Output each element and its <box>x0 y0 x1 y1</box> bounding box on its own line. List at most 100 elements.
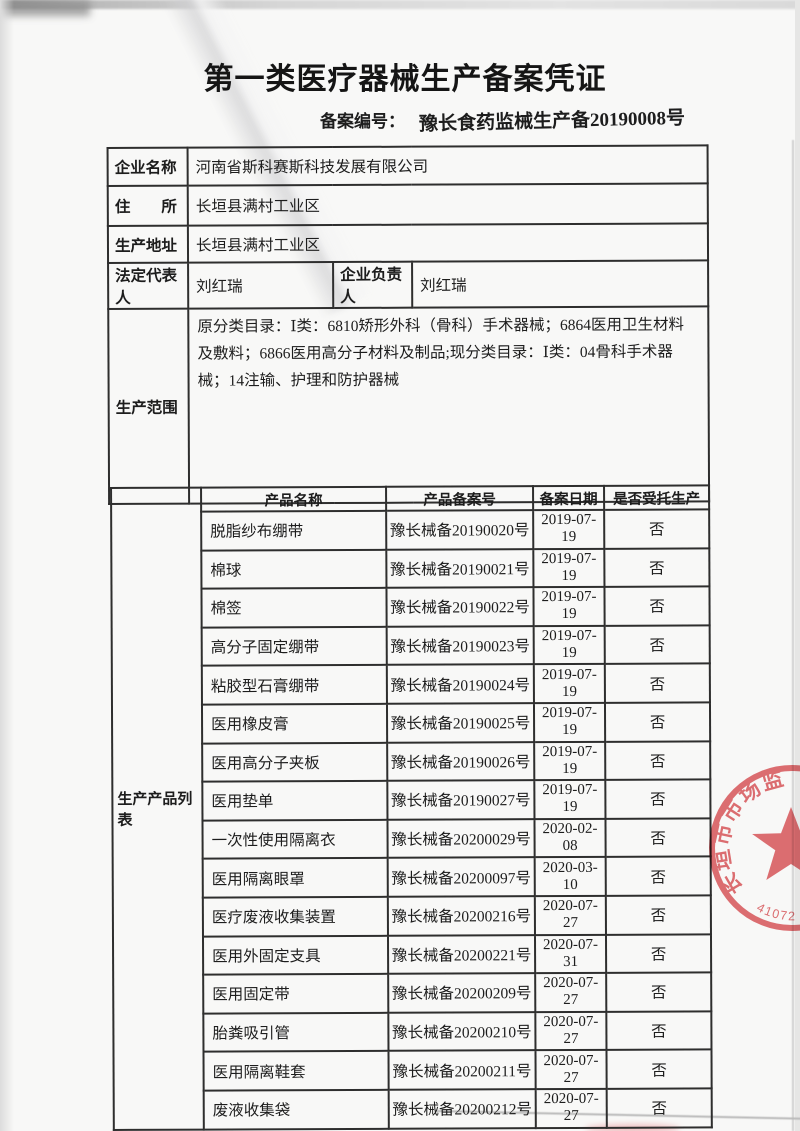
filing-date-cell: 2019-07-19 <box>533 702 606 742</box>
filing-date-cell: 2019-07-19 <box>534 741 606 781</box>
product-row: 医用隔离眼罩 豫长械备20200097号 2020-03-10 否 <box>113 856 711 898</box>
product-filing-no-cell: 豫长械备20190024号 <box>386 664 534 704</box>
product-filing-no-cell: 豫长械备20190026号 <box>387 741 535 781</box>
product-row: 棉球 豫长械备20190021号 2019-07-19 否 <box>111 547 710 589</box>
production-scope-value: 原分类目录：Ⅰ类：6810矫形外科（骨科）手术器械；6864医用卫生材料及敷料；… <box>188 306 710 504</box>
product-filing-no-cell: 豫长械备20190022号 <box>386 587 534 627</box>
scan-edge-top-corner <box>0 0 90 16</box>
product-row: 棉签 豫长械备20190022号 2019-07-19 否 <box>111 586 710 628</box>
header-filing-date: 备案日期 <box>533 485 605 511</box>
info-row-residence: 住 所 长垣县满村工业区 <box>107 183 708 227</box>
filing-date-cell: 2020-07-31 <box>534 934 607 974</box>
production-address-label: 生产地址 <box>107 225 189 264</box>
product-row: 脱脂纱布绷带 豫长械备20190020号 2019-07-19 否 <box>111 509 710 551</box>
filing-number-line: 备案编号： 豫长食药监械生产备20190008号 <box>320 106 685 135</box>
product-filing-no-cell: 豫长械备20190020号 <box>386 510 534 550</box>
header-entrusted: 是否受托生产 <box>604 485 710 510</box>
production-address-value: 长垣县满村工业区 <box>187 223 709 263</box>
product-filing-no-cell: 豫长械备20190023号 <box>386 625 534 666</box>
product-name-cell: 棉签 <box>201 587 387 628</box>
product-filing-no-cell: 豫长械备20190027号 <box>387 780 535 820</box>
header-filing-number: 产品备案号 <box>386 486 534 511</box>
enterprise-manager-label: 企业负责人 <box>333 261 413 309</box>
filing-date-cell: 2020-07-27 <box>535 1050 607 1090</box>
product-filing-no-cell: 豫长械备20190021号 <box>386 548 534 588</box>
product-name-cell: 高分子固定绷带 <box>201 626 387 666</box>
product-name-cell: 棉球 <box>201 549 387 589</box>
product-filing-no-cell: 豫长械备20200029号 <box>387 818 535 859</box>
stamp-smudge-bottom <box>585 1124 680 1131</box>
product-name-cell: 医疗废液收集装置 <box>202 896 388 937</box>
product-filing-no-cell: 豫长械备20200216号 <box>387 896 535 936</box>
product-row: 医用外固定支具 豫长械备20200221号 2020-07-31 否 <box>113 933 712 975</box>
filing-number-label: 备案编号： <box>320 112 405 131</box>
product-filing-no-cell: 豫长械备20190025号 <box>386 703 535 743</box>
product-row: 医用高分子夹板 豫长械备20190026号 2019-07-19 否 <box>112 740 711 782</box>
entrusted-cell: 否 <box>604 663 710 703</box>
product-name-cell: 胎粪吸引管 <box>203 1012 389 1052</box>
product-name-cell: 废液收集袋 <box>203 1089 389 1130</box>
product-name-cell: 医用隔离眼罩 <box>202 858 388 898</box>
product-row: 胎粪吸引管 豫长械备20200210号 2020-07-27 否 <box>113 1011 712 1052</box>
info-row-production-scope: 生产范围 原分类目录：Ⅰ类：6810矫形外科（骨科）手术器械；6864医用卫生材… <box>108 306 710 505</box>
product-name-cell: 医用高分子夹板 <box>202 742 388 782</box>
info-row-representatives: 法定代表人 刘红瑞 企业负责人 刘红瑞 <box>108 260 709 310</box>
product-table-header-row: 生产产品列表 产品名称 产品备案号 备案日期 是否受托生产 <box>111 485 710 1130</box>
product-filing-no-cell: 豫长械备20200211号 <box>388 1050 536 1090</box>
header-product-name: 产品名称 <box>201 486 387 512</box>
company-name-value: 河南省斯科赛斯科技发展有限公司 <box>187 145 708 186</box>
entrusted-cell: 否 <box>605 740 711 780</box>
product-filing-no-cell: 豫长械备20200221号 <box>387 934 536 974</box>
entrusted-cell: 否 <box>604 547 710 588</box>
product-row: 一次性使用隔离衣 豫长械备20200029号 2020-02-08 否 <box>112 818 711 859</box>
entrusted-cell: 否 <box>606 972 712 1012</box>
product-row: 高分子固定绷带 豫长械备20190023号 2019-07-19 否 <box>112 625 710 666</box>
scan-edge-top <box>0 0 800 9</box>
filing-date-cell: 2019-07-19 <box>533 664 605 704</box>
entrusted-cell: 否 <box>605 933 712 973</box>
product-filing-no-cell: 豫长械备20200097号 <box>387 857 535 897</box>
filing-date-cell: 2019-07-19 <box>533 625 605 665</box>
entrusted-cell: 否 <box>606 1011 712 1051</box>
product-filing-no-cell: 豫长械备20200209号 <box>388 973 536 1013</box>
page-title: 第一类医疗器械生产备案凭证 <box>203 63 607 96</box>
legal-representative-label: 法定代表人 <box>108 262 189 310</box>
filing-date-cell: 2019-07-19 <box>534 779 606 819</box>
entrusted-cell: 否 <box>606 1088 712 1128</box>
entrusted-cell: 否 <box>604 509 710 549</box>
entrusted-cell: 否 <box>604 702 711 742</box>
filing-date-cell: 2020-03-10 <box>534 857 606 897</box>
filing-date-cell: 2020-07-27 <box>535 972 607 1012</box>
enterprise-info-table: 企业名称 河南省斯科赛斯科技发展有限公司 住 所 长垣县满村工业区 生产地址 长… <box>107 144 711 505</box>
enterprise-manager-value: 刘红瑞 <box>412 260 709 308</box>
residence-value: 长垣县满村工业区 <box>187 183 708 226</box>
scan-edge-left <box>0 0 14 1131</box>
product-row: 医用隔离鞋套 豫长械备20200211号 2020-07-27 否 <box>113 1049 712 1091</box>
filing-date-cell: 2019-07-19 <box>533 509 605 549</box>
scan-page-edge-right <box>792 140 794 1131</box>
product-name-cell: 医用橡皮膏 <box>201 703 388 744</box>
residence-label: 住 所 <box>107 185 188 227</box>
product-row: 粘胶型石膏绷带 豫长械备20190024号 2019-07-19 否 <box>112 663 710 705</box>
info-row-production-address: 生产地址 长垣县满村工业区 <box>107 223 709 264</box>
company-name-label: 企业名称 <box>107 147 188 187</box>
filing-date-cell: 2019-07-19 <box>533 548 605 588</box>
product-name-cell: 医用外固定支具 <box>202 935 389 975</box>
product-name-cell: 脱脂纱布绷带 <box>201 510 387 551</box>
entrusted-cell: 否 <box>604 586 710 626</box>
filing-date-cell: 2020-07-27 <box>535 1011 607 1051</box>
product-row: 医用固定带 豫长械备20200209号 2020-07-27 否 <box>113 972 712 1014</box>
info-row-company: 企业名称 河南省斯科赛斯科技发展有限公司 <box>107 145 708 187</box>
product-row: 医疗废液收集装置 豫长械备20200216号 2020-07-27 否 <box>113 895 711 937</box>
entrusted-cell: 否 <box>605 856 711 896</box>
filing-date-cell: 2019-07-19 <box>533 587 605 626</box>
product-name-cell: 医用垫单 <box>202 780 388 821</box>
entrusted-cell: 否 <box>605 895 711 935</box>
product-name-cell: 医用固定带 <box>203 973 389 1014</box>
product-list-table: 生产产品列表 产品名称 产品备案号 备案日期 是否受托生产 脱脂纱布绷带 豫长械备… <box>110 484 713 1130</box>
entrusted-cell: 否 <box>605 779 711 819</box>
production-scope-label: 生产范围 <box>108 308 190 505</box>
product-name-cell: 医用隔离鞋套 <box>203 1051 389 1091</box>
product-filing-no-cell: 豫长械备20200212号 <box>388 1089 536 1129</box>
